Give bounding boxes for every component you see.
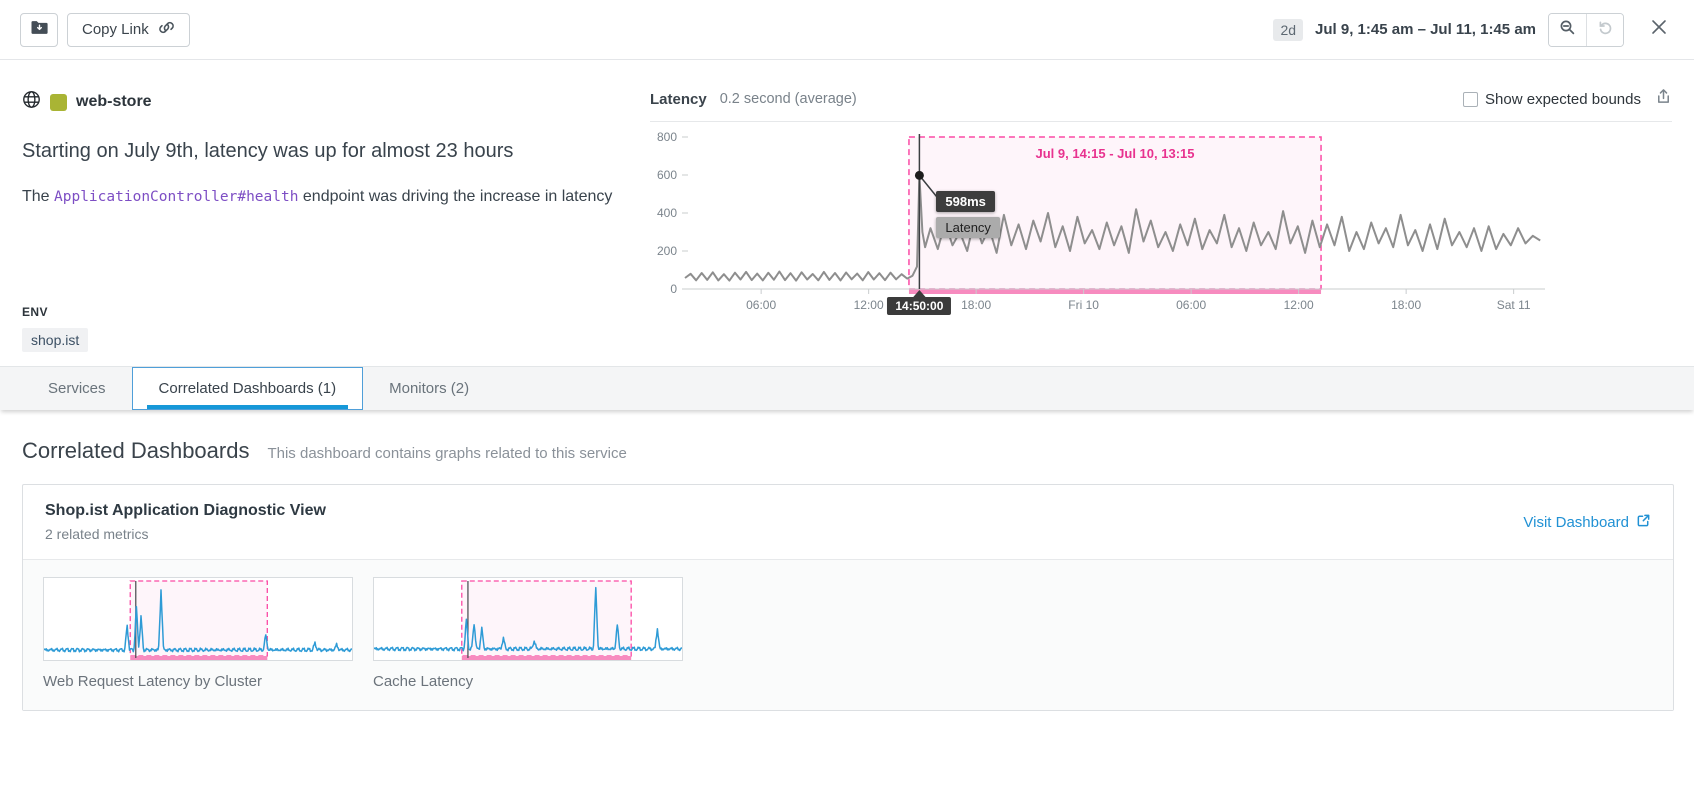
export-chart-button[interactable] bbox=[1655, 88, 1672, 110]
svg-text:600: 600 bbox=[657, 168, 677, 182]
move-to-folder-button[interactable] bbox=[20, 12, 58, 47]
toolbar: Copy Link 2d Jul 9, 1:45 am – Jul 11, 1:… bbox=[0, 0, 1694, 60]
tab-monitors[interactable]: Monitors (2) bbox=[389, 380, 470, 397]
svg-text:12:00: 12:00 bbox=[854, 298, 884, 312]
svg-text:Jul 9, 14:15 - Jul 10, 13:15: Jul 9, 14:15 - Jul 10, 13:15 bbox=[1036, 146, 1195, 161]
chart-title: Latency bbox=[650, 90, 707, 108]
tooltip-series: Latency bbox=[936, 217, 1000, 239]
thumbnail-chart-web-request-latency[interactable] bbox=[43, 577, 353, 661]
thumbnail-chart-cache-latency[interactable] bbox=[373, 577, 683, 661]
folder-move-icon bbox=[30, 18, 49, 41]
close-icon bbox=[1650, 18, 1668, 41]
section-title: Correlated Dashboards bbox=[22, 438, 250, 463]
thumbnail-cache-latency: Cache Latency bbox=[373, 577, 683, 700]
thumbnail-web-request-latency: Web Request Latency by Cluster bbox=[43, 577, 353, 700]
env-tag[interactable]: shop.ist bbox=[22, 328, 89, 352]
latency-chart-panel: Latency 0.2 second (average) Show expect… bbox=[650, 86, 1672, 352]
svg-text:18:00: 18:00 bbox=[961, 298, 991, 312]
show-expected-bounds-toggle[interactable]: Show expected bounds bbox=[1463, 91, 1641, 108]
svg-text:06:00: 06:00 bbox=[746, 298, 776, 312]
dashboard-card: Shop.ist Application Diagnostic View 2 r… bbox=[22, 484, 1674, 711]
alert-description: The ApplicationController#health endpoin… bbox=[22, 185, 650, 209]
globe-icon bbox=[22, 90, 41, 114]
marker-time-label: 14:50:00 bbox=[887, 297, 952, 315]
expected-bounds-label: Show expected bounds bbox=[1485, 90, 1641, 108]
range-duration-badge: 2d bbox=[1273, 18, 1304, 41]
time-range-text: Jul 9, 1:45 am – Jul 11, 1:45 am bbox=[1315, 21, 1536, 38]
close-button[interactable] bbox=[1644, 15, 1674, 45]
expected-bounds-checkbox[interactable] bbox=[1463, 91, 1479, 107]
external-link-icon bbox=[1636, 513, 1651, 532]
service-name: web-store bbox=[76, 93, 152, 110]
watchdog-summary: web-store Starting on July 9th, latency … bbox=[0, 60, 1694, 366]
svg-text:Fri 10: Fri 10 bbox=[1068, 298, 1099, 312]
dashboard-title: Shop.ist Application Diagnostic View bbox=[45, 502, 326, 519]
thumbnail-caption: Web Request Latency by Cluster bbox=[43, 673, 263, 690]
svg-text:12:00: 12:00 bbox=[1284, 298, 1314, 312]
tooltip-value: 598ms bbox=[936, 191, 995, 213]
correlated-dashboards-section: Correlated Dashboards This dashboard con… bbox=[0, 410, 1694, 711]
latency-plot: Jul 9, 14:15 - Jul 10, 13:15 0 200 400 600 80… bbox=[650, 124, 1672, 329]
svg-text:Sat 11: Sat 11 bbox=[1497, 298, 1531, 312]
copy-link-label: Copy Link bbox=[82, 21, 149, 38]
tab-correlated-dashboards-label: Correlated Dashboards (1) bbox=[158, 380, 337, 397]
description-suffix: endpoint was driving the increase in lat… bbox=[298, 188, 613, 205]
visit-dashboard-link[interactable]: Visit Dashboard bbox=[1523, 513, 1651, 532]
section-subtitle: This dashboard contains graphs related t… bbox=[267, 445, 627, 462]
chart-subtitle: 0.2 second (average) bbox=[719, 91, 857, 107]
svg-text:0: 0 bbox=[670, 282, 677, 296]
endpoint-code: ApplicationController#health bbox=[54, 189, 299, 205]
magnifier-minus-icon bbox=[1559, 19, 1576, 41]
tab-bar: Services Correlated Dashboards (1) Monit… bbox=[0, 366, 1694, 410]
copy-link-button[interactable]: Copy Link bbox=[67, 12, 190, 47]
zoom-out-button[interactable] bbox=[1549, 13, 1586, 46]
dashboard-related-metrics: 2 related metrics bbox=[45, 526, 149, 542]
active-tab-indicator bbox=[146, 405, 349, 409]
reset-zoom-button[interactable] bbox=[1586, 13, 1623, 46]
svg-text:200: 200 bbox=[657, 244, 677, 258]
svg-text:800: 800 bbox=[657, 130, 677, 144]
service-row: web-store bbox=[22, 90, 650, 114]
svg-text:18:00: 18:00 bbox=[1391, 298, 1421, 312]
chart-header-divider bbox=[650, 121, 1672, 122]
service-color-swatch bbox=[50, 93, 67, 111]
visit-dashboard-label: Visit Dashboard bbox=[1523, 513, 1629, 531]
zoom-button-group bbox=[1548, 12, 1624, 47]
link-icon bbox=[158, 19, 175, 40]
svg-text:400: 400 bbox=[657, 206, 677, 220]
thumbnail-caption: Cache Latency bbox=[373, 673, 474, 690]
tab-services[interactable]: Services bbox=[48, 380, 106, 397]
tab-correlated-dashboards[interactable]: Correlated Dashboards (1) bbox=[131, 367, 364, 410]
svg-text:06:00: 06:00 bbox=[1176, 298, 1206, 312]
description-prefix: The bbox=[22, 188, 55, 205]
env-label: ENV bbox=[22, 305, 48, 319]
alert-headline: Starting on July 9th, latency was up for… bbox=[22, 140, 514, 162]
undo-icon bbox=[1597, 19, 1614, 41]
latency-chart[interactable]: Jul 9, 14:15 - Jul 10, 13:15 0 200 400 600 80… bbox=[650, 124, 1640, 329]
